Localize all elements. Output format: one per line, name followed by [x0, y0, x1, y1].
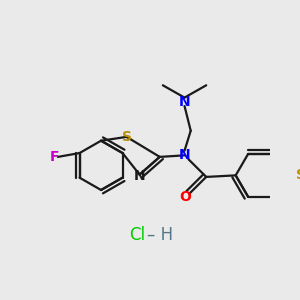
- Text: N: N: [179, 95, 190, 109]
- Text: S: S: [122, 130, 132, 144]
- Text: Cl: Cl: [129, 226, 145, 244]
- Text: N: N: [134, 169, 146, 183]
- Text: F: F: [50, 150, 59, 164]
- Text: S: S: [296, 168, 300, 182]
- Text: N: N: [179, 148, 190, 162]
- Text: – H: – H: [147, 226, 173, 244]
- Text: O: O: [179, 190, 191, 204]
